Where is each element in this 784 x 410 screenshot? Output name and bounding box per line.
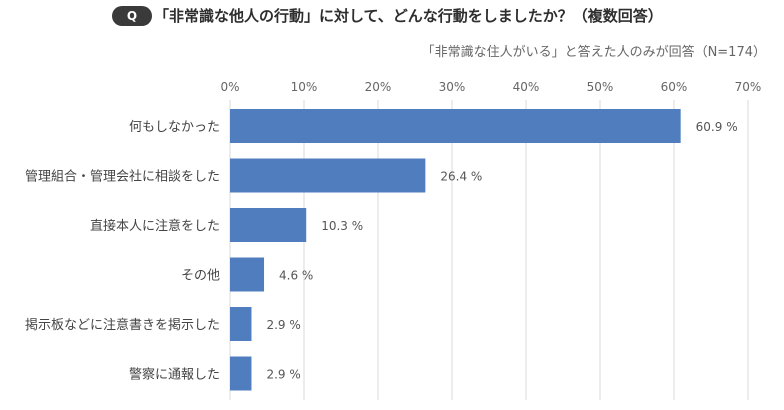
bar xyxy=(230,257,265,292)
bar xyxy=(230,109,681,143)
value-label: 2.9 % xyxy=(266,368,300,382)
x-tick-label: 30% xyxy=(439,80,466,94)
x-tick-label: 40% xyxy=(513,80,540,94)
category-label: 直接本人に注意をした xyxy=(90,218,220,234)
category-label: 掲示板などに注意書きを掲示した xyxy=(25,317,220,333)
category-label: 警察に通報した xyxy=(129,367,220,383)
x-tick-label: 60% xyxy=(661,80,688,94)
value-label: 26.4 % xyxy=(440,170,482,184)
value-label: 60.9 % xyxy=(696,120,738,134)
x-tick-label: 0% xyxy=(220,80,239,94)
respondent-note: 「非常識な住人がいる」と答えた人のみが回答（N=174） xyxy=(421,45,766,60)
category-label: 管理組合・管理会社に相談をした xyxy=(25,169,220,185)
x-tick-label: 20% xyxy=(365,80,392,94)
bar xyxy=(230,208,307,242)
question-title: 「非常識な他人の行動」に対して、どんな行動をしましたか？（複数回答） xyxy=(154,7,663,25)
category-label: 何もしなかった xyxy=(129,119,220,135)
value-label: 4.6 % xyxy=(279,269,313,283)
question-badge: Q xyxy=(112,6,152,26)
x-tick-label: 50% xyxy=(587,80,614,94)
bar xyxy=(230,356,252,391)
bar xyxy=(230,307,252,341)
bar xyxy=(230,158,426,193)
x-tick-label: 70% xyxy=(735,80,762,94)
x-tick-label: 10% xyxy=(291,80,318,94)
value-label: 10.3 % xyxy=(321,219,363,233)
value-label: 2.9 % xyxy=(266,318,300,332)
category-label: その他 xyxy=(181,269,220,284)
